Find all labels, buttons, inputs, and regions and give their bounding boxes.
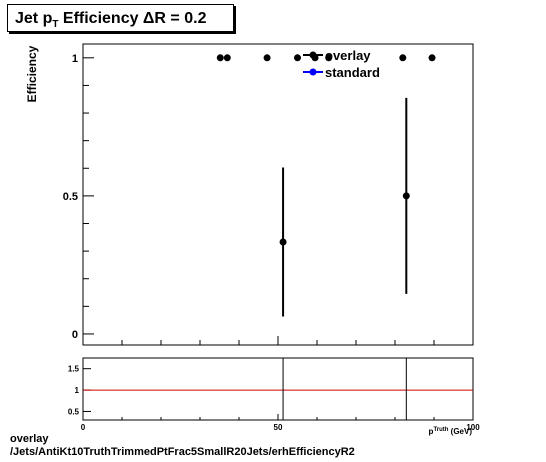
footer-line-2: /Jets/AntiKt10TruthTrimmedPtFrac5SmallR2… <box>10 446 355 458</box>
legend-marker <box>309 68 317 76</box>
y-tick-label: 1 <box>72 53 78 65</box>
x-tick-label: 0 <box>81 423 86 432</box>
main-plot-frame <box>82 43 474 346</box>
legend-label: overlay <box>325 48 371 63</box>
data-point <box>294 54 301 62</box>
x-tick-label: 50 <box>274 423 283 432</box>
data-point <box>402 192 410 200</box>
data-point <box>223 54 231 62</box>
data-point <box>279 238 287 246</box>
ratio-plot-frame <box>82 357 474 421</box>
ratio-y-tick-label: 0.5 <box>68 407 80 416</box>
x-tick-label: 100 <box>466 423 480 432</box>
data-point <box>263 54 271 62</box>
ratio-y-tick-label: 1 <box>75 386 80 395</box>
data-point <box>325 54 333 62</box>
x-axis-label: pTruth (GeV) <box>429 427 473 436</box>
title-prefix: Jet p <box>15 10 53 27</box>
legend-label: standard <box>325 65 380 80</box>
data-point <box>399 54 407 62</box>
y-tick-label: 0 <box>72 329 78 341</box>
y-axis-label: Efficiency <box>25 45 39 102</box>
y-tick-label: 0.5 <box>63 191 78 203</box>
data-point <box>428 54 436 62</box>
title-suffix: Efficiency ΔR = 0.2 <box>58 10 207 27</box>
legend-marker <box>309 51 317 59</box>
chart-title: Jet pT Efficiency ΔR = 0.2 <box>7 4 234 32</box>
title-subscript: T <box>52 19 59 31</box>
ratio-y-tick-label: 1.5 <box>68 365 80 374</box>
footer-line-1: overlay <box>10 433 49 445</box>
data-point <box>216 54 224 62</box>
